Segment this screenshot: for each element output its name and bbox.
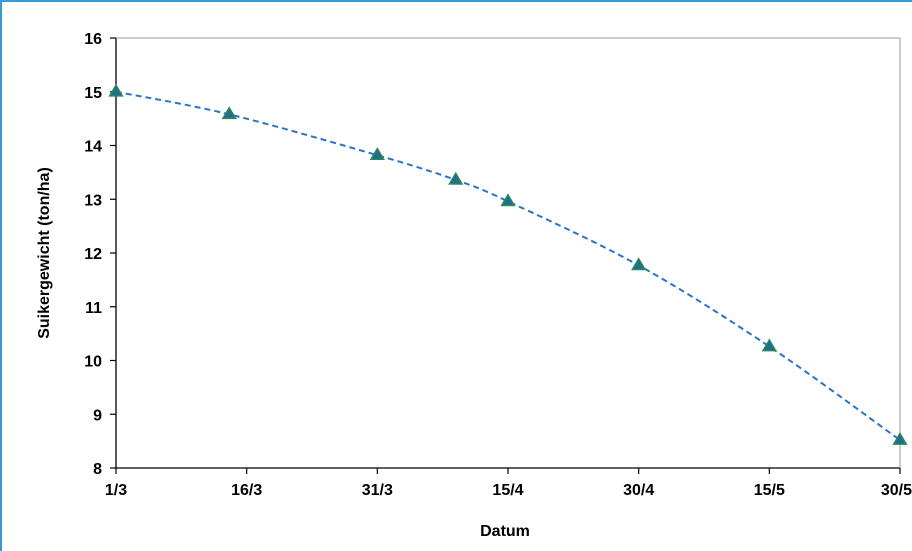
x-axis-title: Datum (480, 523, 530, 540)
data-point-triangle (761, 338, 777, 352)
y-axis-title: Suikergewicht (ton/ha) (36, 167, 53, 339)
y-tick-label: 13 (84, 192, 102, 209)
x-tick-label: 30/5 (881, 482, 912, 499)
y-tick-label: 11 (85, 300, 102, 317)
series-markers (108, 83, 908, 445)
data-point-triangle (892, 431, 908, 445)
y-tick-labels: 8 9 10 11 12 13 14 15 16 (84, 31, 102, 478)
data-point-triangle (369, 147, 385, 161)
series-line (115, 90, 901, 441)
x-tick-label: 1/3 (105, 482, 127, 499)
data-point-triangle (108, 83, 124, 97)
y-tick-label: 10 (84, 354, 102, 371)
x-tick-label: 30/4 (623, 482, 654, 499)
x-tick-label: 31/3 (362, 482, 393, 499)
x-tick-labels: 1/3 16/3 31/3 15/4 30/4 15/5 30/5 (105, 482, 912, 499)
data-point-triangle (631, 257, 647, 271)
x-tick-label: 16/3 (231, 482, 262, 499)
data-point-triangle (448, 171, 464, 185)
x-tick-label: 15/5 (754, 482, 785, 499)
y-tick-label: 16 (84, 31, 102, 48)
y-tick-label: 14 (84, 139, 102, 156)
y-tick-label: 12 (84, 246, 102, 263)
y-tick-label: 15 (84, 85, 102, 102)
data-point-triangle (221, 106, 237, 120)
x-tick-label: 15/4 (492, 482, 523, 499)
y-tick-label: 8 (93, 461, 102, 478)
y-tick-label: 9 (93, 407, 102, 424)
data-point-triangle (500, 193, 516, 207)
axes (110, 37, 901, 474)
